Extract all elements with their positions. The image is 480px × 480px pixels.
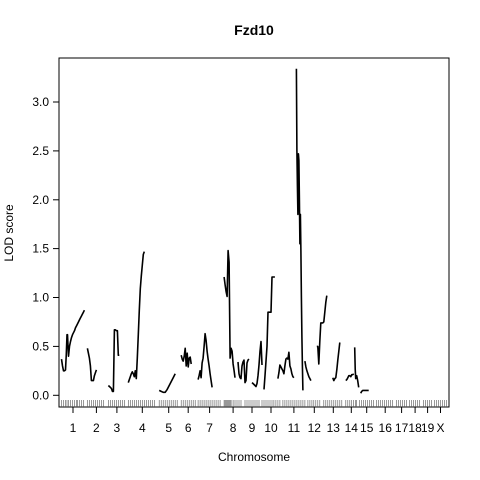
y-tick-label-7: 3.0 [32,95,49,109]
lod-curve-segment-3 [108,330,119,392]
x-tick-label-10: 10 [264,421,278,435]
y-tick-label-4: 1.5 [32,242,49,256]
x-tick-label-8: 8 [230,421,237,435]
y-axis-label: LOD score [2,204,16,262]
x-tick-label-1: 1 [70,421,77,435]
y-tick-label-2: 0.5 [32,339,49,353]
lod-curve-segment-7 [198,334,212,388]
x-tick-label-19: 19 [421,421,435,435]
x-tick-label-2: 2 [93,421,100,435]
x-tick-label-6: 6 [185,421,192,435]
lod-curve-segment-2 [87,348,96,380]
y-tick-label-6: 2.5 [32,144,49,158]
lod-curve-segment-1 [62,310,85,371]
lod-curve-segment-4 [128,252,144,383]
lod-curve-segment-17 [346,374,354,381]
lod-curve-segment-13 [296,69,303,391]
y-tick-label-1: 0.0 [32,388,49,402]
x-tick-label-7: 7 [206,421,213,435]
lod-curve-segment-11 [264,277,275,389]
x-tick-label-11: 11 [288,421,301,435]
y-tick-label-5: 2.0 [32,193,49,207]
x-tick-label-14: 14 [345,421,359,435]
plot-area [59,58,449,407]
lod-curve-segment-15 [317,296,327,364]
y-axis: 0.0 0.5 1.0 1.5 2.0 2.5 3.0 [32,95,59,402]
lod-curve-segment-8 [224,251,235,378]
lod-curve-segment-14 [305,361,311,381]
x-axis: 1 2 3 4 5 6 7 8 9 10 11 12 13 14 15 16 17 18 19 X [70,407,445,435]
x-tick-label-9: 9 [249,421,256,435]
x-tick-label-4: 4 [139,421,146,435]
lod-curve-segment-9 [238,359,249,383]
x-tick-label-17: 17 [395,421,409,435]
x-tick-label-16: 16 [379,421,393,435]
lod-curve-segment-6 [181,348,191,367]
lod-curve-segment-5 [159,374,175,393]
lod-curve-segment-10 [252,342,262,387]
lod-curve-segment-16 [333,343,340,381]
lod-curve-segment-12 [278,352,294,378]
lod-curve-segment-18 [355,347,359,387]
x-tick-label-X: X [436,421,444,435]
x-tick-label-5: 5 [165,421,172,435]
x-tick-label-3: 3 [114,421,121,435]
x-tick-label-12: 12 [308,421,322,435]
x-axis-label: Chromosome [218,450,290,464]
y-tick-label-3: 1.0 [32,291,49,305]
x-tick-label-13: 13 [327,421,341,435]
chart-title: Fzd10 [234,22,274,38]
x-tick-label-15: 15 [360,421,374,435]
lod-curve-segment-19 [361,390,369,393]
